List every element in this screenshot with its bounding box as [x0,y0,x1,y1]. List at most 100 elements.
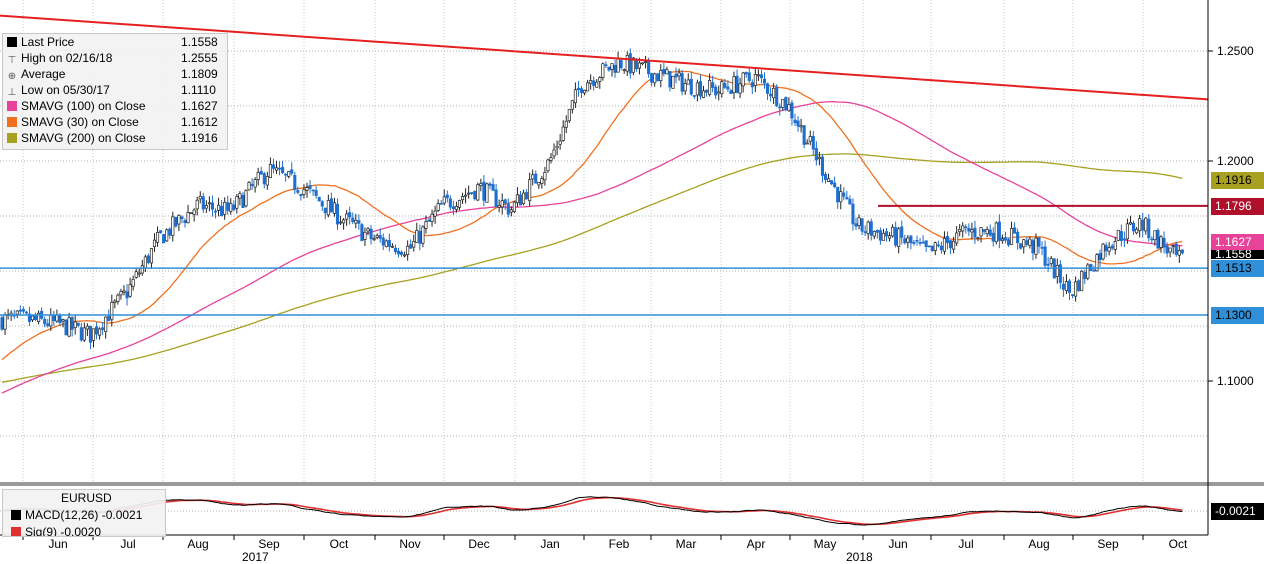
price-candle [433,205,437,224]
price-candle [579,85,584,98]
price-candle [915,235,919,246]
candle-body [1113,241,1117,250]
x-year-label: 2018 [846,550,873,564]
price-candle [332,197,337,217]
price-candle [1177,245,1181,263]
candle-body [988,229,992,236]
candle-body [1022,239,1026,248]
price-candle [549,153,553,164]
candle-body [1049,258,1053,264]
price-candle [521,189,526,206]
price-candle [872,230,876,240]
candle-body [619,60,623,69]
candle-body [534,173,538,184]
price-candle [482,175,486,207]
price-candle [842,187,846,201]
candle-body [442,196,446,204]
price-candle [1031,238,1035,261]
x-month-label: Dec [468,537,490,551]
price-candle [430,209,434,227]
price-candle [232,200,236,212]
price-candle [848,195,852,205]
candle-body [335,203,340,225]
candle-body [985,229,989,235]
price-candle [747,67,751,83]
candle-body [1074,281,1078,297]
price-candle [253,177,257,193]
candle-body [482,181,486,201]
candle-body [448,198,452,208]
candle-body [1156,229,1160,249]
price-candle [817,151,821,166]
candle-body [1003,237,1008,241]
price-candle [403,251,407,258]
candle-body [540,178,544,184]
price-candle [1067,278,1072,300]
price-candle [933,241,937,256]
price-candle [979,227,983,243]
candle-body [70,316,74,330]
price-candle [985,226,989,237]
price-candle [278,161,282,176]
price-candle [305,182,309,198]
candle-body [488,183,492,186]
support-high-badge: 1.1513 [1211,260,1264,277]
candle-body [1138,218,1142,232]
x-year-label: 2017 [242,550,269,564]
price-candle [851,198,855,231]
price-candle [640,62,645,66]
price-candle [464,188,468,204]
candle-body [387,239,391,247]
candle-body [467,192,471,195]
price-candle [342,218,346,230]
candle-body [604,64,608,67]
price-candle [451,200,455,216]
candle-body [970,229,974,233]
price-candle [335,198,340,230]
candle-body [314,190,318,196]
price-candle [1141,212,1145,238]
price-candle [717,85,721,101]
price-candle [830,180,834,186]
price-candle [1083,269,1087,284]
price-candle [964,224,968,234]
candle-body [485,183,489,203]
legend-signal-label: Sig(9) [25,525,58,537]
candle-body [183,220,187,224]
price-candle [351,212,355,225]
candle-body [299,194,303,197]
price-candle [192,208,196,222]
price-candle [98,327,102,340]
price-candle [952,236,956,254]
price-candle [104,316,108,339]
price-candle [845,190,849,200]
candle-body [695,82,699,96]
candle-body [415,230,419,243]
price-candle [836,186,840,209]
price-candle [643,55,648,69]
candle-body [406,245,410,255]
price-candle [1113,236,1117,255]
candle-body [1104,245,1108,252]
price-candle [839,184,843,210]
price-candle [1180,249,1184,255]
candle-body [897,228,901,247]
candle-body [250,184,254,186]
legend-last-price-value: 1.1558 [181,35,218,49]
price-candle [448,195,452,211]
candle-body [1159,236,1163,248]
candle-body [174,216,178,227]
candle-body [973,227,977,238]
candle-body [738,83,742,94]
price-candle [372,234,376,242]
candle-body [476,184,480,201]
price-candle [122,285,126,296]
candle-body [598,77,602,82]
price-candle [759,69,764,84]
candle-body [848,198,852,205]
price-candle [961,222,965,238]
candle-body [537,182,541,186]
candle-body [677,72,681,77]
legend-average-label: Average [21,67,66,81]
candle-body [177,214,181,225]
